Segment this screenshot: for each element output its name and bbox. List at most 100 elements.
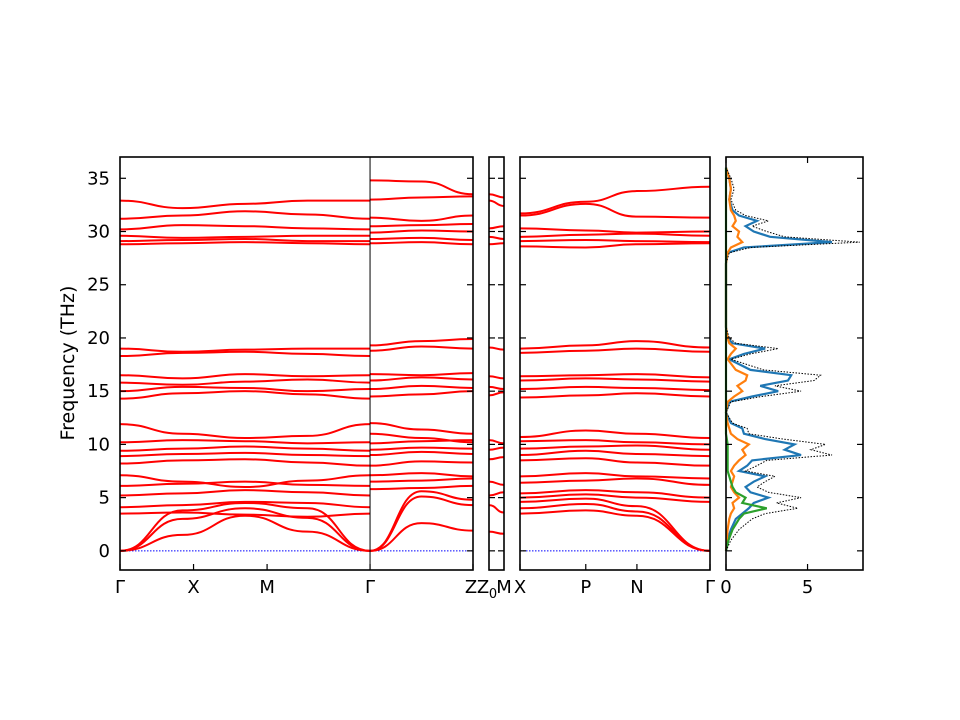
right-band-7 <box>370 450 474 457</box>
right-band-22 <box>370 214 474 222</box>
left-band-14 <box>119 385 371 393</box>
zm-band-11 <box>488 242 505 246</box>
band-panel-gamma-x-m-gamma-z: 0 5 10 15 20 25 30 35 Γ X M Γ Z <box>87 156 477 598</box>
xpng-band-23 <box>519 185 711 215</box>
right-band-13 <box>370 384 474 391</box>
zm-band-7 <box>488 391 505 397</box>
zm-band-0 <box>488 530 505 535</box>
right-band-3 <box>370 484 474 491</box>
x-tick-label: N <box>630 577 643 598</box>
x-tick-label: Z <box>465 577 477 598</box>
left-band-4 <box>119 500 371 509</box>
left-band-15 <box>119 378 371 386</box>
left-band-10 <box>119 445 371 452</box>
left-band-3 <box>119 511 371 518</box>
right-band-19 <box>370 236 474 242</box>
left-band-8 <box>119 458 371 467</box>
xpng-band-20 <box>519 232 711 238</box>
left-band-5 <box>119 489 371 497</box>
xpng-band-9 <box>519 444 711 451</box>
left-band-20 <box>119 237 371 243</box>
left-band-23 <box>119 210 371 220</box>
x-tick-label: X <box>187 577 199 598</box>
left-band-19 <box>119 241 371 246</box>
dos-x-tick-label: 0 <box>720 577 731 598</box>
zm-band-13 <box>488 225 505 230</box>
x-tick-label: Γ <box>705 577 715 598</box>
panel-frame-3 <box>725 156 864 571</box>
zm-band-14 <box>488 199 505 207</box>
right-band-17 <box>370 338 474 347</box>
xpng-band-11 <box>519 429 711 440</box>
right-band-23 <box>370 195 474 201</box>
panel-frame-1 <box>488 156 505 571</box>
zm-band-8 <box>488 385 505 391</box>
zm-band-4 <box>488 456 505 461</box>
left-band-22 <box>119 224 371 231</box>
left-band-7 <box>119 474 371 488</box>
panel-frame-2 <box>519 156 711 571</box>
xpng-band-16 <box>519 347 711 354</box>
zm-band-3 <box>488 480 505 486</box>
x-tick-label: X <box>514 577 526 598</box>
x-tick-label: Z <box>477 577 489 598</box>
x-tick-label: Γ <box>115 577 125 598</box>
y-tick-label: 0 <box>99 541 110 562</box>
left-band-2 <box>119 501 371 552</box>
x-tick-label: P <box>580 577 591 598</box>
left-band-1 <box>119 507 371 552</box>
zm-band-1 <box>488 504 505 514</box>
right-band-18 <box>370 241 474 246</box>
zm-band-6 <box>488 439 505 445</box>
zm-band-5 <box>488 446 505 451</box>
xpng-band-10 <box>519 439 711 446</box>
xpng-band-13 <box>519 385 711 392</box>
xpng-band-17 <box>519 340 711 350</box>
right-band-6 <box>370 460 474 467</box>
zm-band-12 <box>488 235 505 240</box>
right-band-15 <box>370 372 474 377</box>
right-band-8 <box>370 446 474 451</box>
xpng-band-21 <box>519 227 711 234</box>
xpng-band-2 <box>519 497 711 552</box>
zm-band-2 <box>488 491 505 497</box>
left-band-0 <box>119 514 371 552</box>
right-band-14 <box>370 376 474 382</box>
right-band-21 <box>370 223 474 228</box>
right-band-16 <box>370 345 474 352</box>
right-band-20 <box>370 229 474 234</box>
left-band-6 <box>119 480 371 487</box>
right-band-12 <box>370 390 474 398</box>
dos-x-tick-label: 5 <box>802 577 813 598</box>
xpng-band-22 <box>519 202 711 219</box>
dos-series-0 <box>724 167 833 552</box>
right-band-24 <box>370 179 474 196</box>
left-band-16 <box>119 373 371 380</box>
right-band-4 <box>370 477 474 483</box>
left-band-24 <box>119 199 371 210</box>
xpng-band-19 <box>519 239 711 244</box>
y-tick-label: 25 <box>87 275 110 296</box>
y-tick-label: 15 <box>87 381 110 402</box>
right-band-5 <box>370 472 474 478</box>
zm-band-10 <box>488 346 505 351</box>
xpng-band-14 <box>519 377 711 383</box>
panel-frame-0 <box>119 156 474 571</box>
x-tick-label-subscript: 0 <box>489 587 497 602</box>
y-axis-label: Frequency (THz) <box>57 286 79 441</box>
left-band-13 <box>119 390 371 400</box>
x-tick-label: Γ <box>365 577 375 598</box>
xpng-band-7 <box>519 457 711 467</box>
xpng-band-6 <box>519 472 711 480</box>
left-band-17 <box>119 350 371 358</box>
right-band-2 <box>369 490 474 552</box>
x-tick-label: M <box>259 577 275 598</box>
right-band-0 <box>369 522 474 552</box>
dos-series-1 <box>724 167 751 551</box>
xpng-band-4 <box>519 489 711 499</box>
y-tick-label: 20 <box>87 328 110 349</box>
dos-total <box>725 167 860 552</box>
